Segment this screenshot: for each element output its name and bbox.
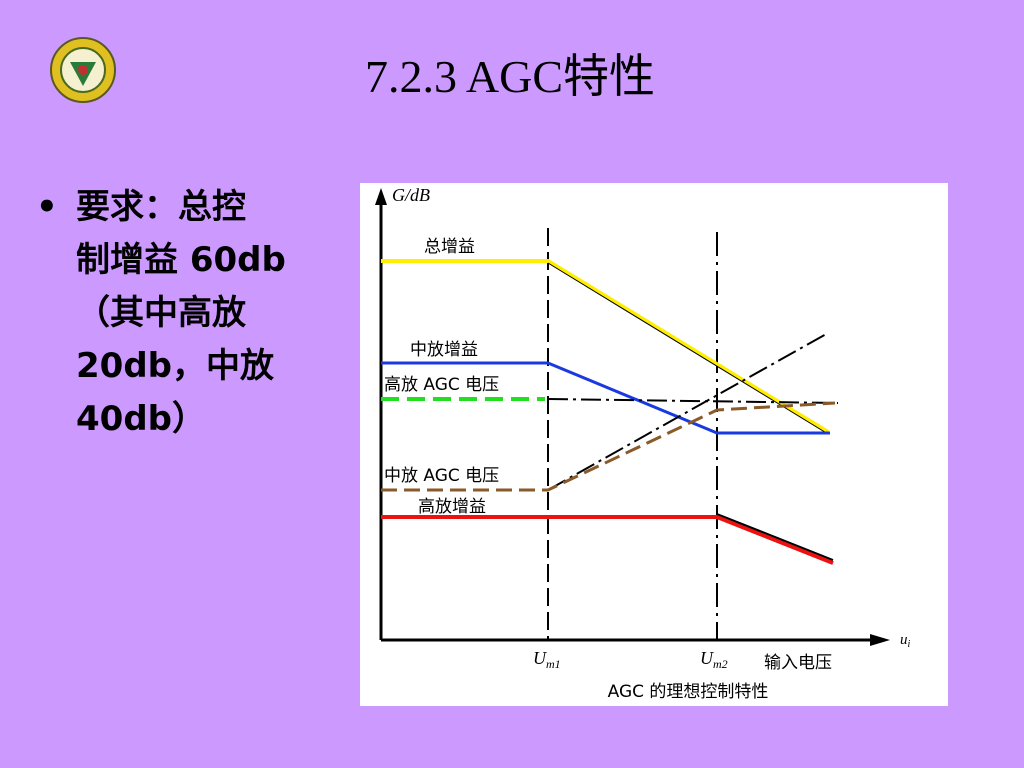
- curve-label: 高放 AGC 电压: [384, 375, 499, 395]
- bullet-line: 要求：总控: [76, 187, 246, 227]
- if-agc-ideal-curve: [547, 332, 829, 491]
- curve-outline: [716, 513, 834, 561]
- bullet-dot: •: [36, 187, 58, 227]
- slide-title: 7.2.3 AGC特性: [365, 51, 655, 102]
- logo: [50, 37, 116, 103]
- figure-background: [360, 183, 948, 706]
- x-axis-name: 输入电压: [764, 653, 832, 673]
- bullet-list: • 要求：总控 制增益 60db （其中高放 20db，中放 40db）: [36, 187, 286, 439]
- bullet-line: 20db，中放: [76, 346, 274, 386]
- bullet-line: 制增益 60db: [76, 240, 286, 280]
- x-axis-label-main: u: [900, 632, 908, 648]
- if-agc-voltage-curve: [381, 401, 836, 492]
- figure-caption: AGC 的理想控制特性: [608, 682, 769, 702]
- bullet-line: （其中高放: [76, 293, 246, 333]
- threshold-main: U: [700, 648, 714, 668]
- x-axis-label-sub: i: [908, 639, 911, 650]
- x-axis-label: ui: [900, 632, 911, 650]
- curve-label: 总增益: [424, 237, 475, 257]
- y-axis-label: G/dB: [392, 185, 430, 205]
- threshold-sub: m1: [546, 657, 561, 671]
- curve-label: 中放 AGC 电压: [384, 466, 499, 486]
- threshold-main: U: [533, 648, 547, 668]
- curve-label: 高放增益: [418, 497, 486, 517]
- threshold-label: Um2: [700, 648, 728, 671]
- arrow: [375, 188, 387, 205]
- rf-gain-curve: [381, 515, 834, 565]
- arrow: [870, 634, 890, 646]
- figure: G/dB 总增益 中放增益 高放 AGC 电压 中放 AGC 电压 高放增益 U…: [360, 183, 948, 706]
- total-gain-curve: [381, 259, 830, 434]
- rf-agc-voltage-curve: [547, 398, 839, 404]
- bullet-line: 40db）: [76, 399, 206, 439]
- threshold-label: Um1: [533, 648, 561, 671]
- curve-label: 中放增益: [410, 340, 478, 360]
- threshold-sub: m2: [713, 657, 728, 671]
- if-gain-curve: [381, 361, 830, 435]
